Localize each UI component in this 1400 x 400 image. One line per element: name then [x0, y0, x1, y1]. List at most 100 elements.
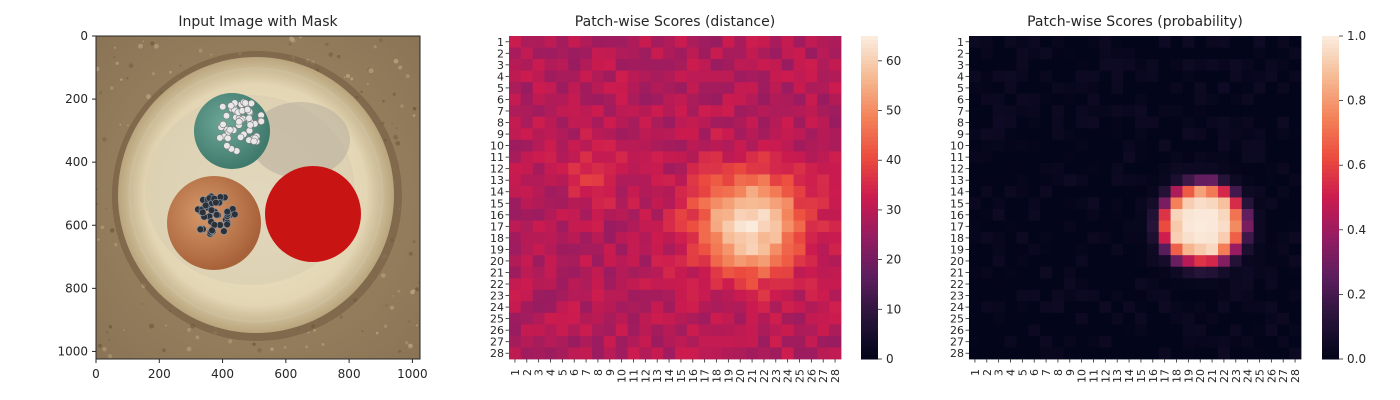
heatmap-cell [1075, 93, 1088, 106]
colorbar-segment [1322, 157, 1339, 162]
heatmap-cell [663, 185, 676, 198]
colorbar-segment [1322, 306, 1339, 312]
heatmap-cell [817, 70, 830, 83]
heatmap-cell [1265, 36, 1278, 48]
heatmap-cell [615, 36, 628, 48]
colorbar-segment [1322, 36, 1339, 41]
heatmap-cell [1146, 312, 1160, 325]
heatmap-cell [829, 36, 842, 48]
colorbar-segment [1322, 237, 1339, 243]
photo-speckle [283, 346, 287, 349]
heatmap-cell [1229, 243, 1243, 256]
heatmap-cell [1087, 335, 1100, 348]
heatmap-cell [1253, 312, 1266, 325]
heatmap-cell [829, 289, 842, 302]
heatmap-cell [1063, 162, 1077, 175]
heatmap-cell [1265, 335, 1278, 348]
heatmap-y-tick-label: 11 [490, 151, 504, 164]
heatmap-cell [1289, 312, 1302, 325]
heatmap-cell [758, 93, 771, 106]
heatmap-cell [734, 116, 747, 129]
heatmap-cell [992, 243, 1005, 256]
heatmap-cell [698, 255, 711, 268]
heatmap-cell [568, 255, 581, 268]
heatmap-cell [556, 347, 569, 360]
colorbar-segment [1322, 233, 1339, 239]
heatmap-y-tick-label: 16 [950, 209, 964, 222]
colorbar-segment [861, 149, 878, 154]
heatmap-cell [1075, 197, 1088, 210]
heatmap-cell [1146, 128, 1160, 141]
heatmap-x-tick-label: 8 [592, 369, 605, 376]
heatmap-cell [1028, 162, 1041, 175]
heatmap-cell [520, 278, 534, 291]
heatmap-cell [603, 174, 617, 187]
heatmap-cell [969, 209, 982, 221]
heatmap-cell [758, 347, 771, 360]
heatmap-cell [627, 47, 640, 60]
photo-speckle [392, 295, 395, 297]
heatmap-cell [1146, 220, 1160, 233]
heatmap-cell [603, 36, 617, 48]
heatmap-cell [1075, 209, 1088, 221]
heatmap-cell [1289, 151, 1302, 164]
heatmap-cell [1111, 324, 1124, 337]
heatmap-cell [969, 185, 982, 198]
heatmap-cell [675, 128, 688, 141]
heatmap-cell [969, 312, 982, 325]
heatmap-cell [651, 82, 664, 95]
heatmap-cell [663, 243, 676, 256]
heatmap-cell [1206, 197, 1219, 210]
heatmap-cell [1099, 335, 1112, 348]
heatmap-cell [568, 82, 581, 95]
heatmap-y-tick-label: 21 [490, 266, 504, 279]
heatmap-cell [592, 82, 605, 95]
heatmap-cell [805, 59, 818, 72]
heatmap-cell [1016, 255, 1029, 268]
heatmap-cell [651, 266, 664, 279]
heatmap-cell [580, 289, 593, 302]
heatmap-cell [710, 312, 723, 325]
heatmap-cell [1241, 232, 1254, 245]
heatmap-cell [686, 185, 700, 198]
heatmap-cell [686, 93, 700, 106]
heatmap-cell [969, 220, 982, 233]
heatmap-cell [651, 255, 664, 268]
heatmap-cell [1170, 197, 1183, 210]
heatmap-cell [568, 220, 581, 233]
heatmap-cell [1040, 36, 1053, 48]
heatmap-cell [1182, 289, 1195, 302]
colorbar-segment [861, 302, 878, 308]
silver-strand [250, 137, 258, 145]
heatmap-cell [1265, 232, 1278, 245]
heatmap-cell [1277, 324, 1290, 337]
colorbar-segment [861, 132, 878, 138]
heatmap-cell [520, 289, 534, 302]
heatmap-cell [1289, 70, 1302, 83]
colorbar-segment [861, 104, 878, 110]
heatmap-cell [603, 185, 617, 198]
heatmap-cell [556, 232, 569, 245]
heatmap-cell [627, 185, 640, 198]
heatmap-cell [615, 151, 628, 164]
colorbar-segment [1322, 116, 1339, 122]
heatmap-cell [544, 220, 557, 233]
heatmap-cell [686, 70, 700, 83]
heatmap-cell [532, 324, 545, 337]
heatmap-cell [615, 174, 628, 187]
heatmap-cell [758, 278, 771, 291]
heatmap-cell [1253, 139, 1266, 152]
heatmap-cell [1004, 93, 1017, 106]
heatmap-cell [1170, 151, 1183, 164]
heatmap-cell [1075, 128, 1088, 141]
heatmap-cell [1170, 70, 1183, 83]
probability-heatmap-panel: Patch-wise Scores (probability) 12345678… [950, 14, 1366, 383]
heatmap-cell [1040, 128, 1053, 141]
heatmap-cell [817, 324, 830, 337]
heatmap-cell [1277, 174, 1290, 187]
heatmap-cell [663, 162, 676, 175]
heatmap-cell [1265, 324, 1278, 337]
heatmap-cell [793, 162, 806, 175]
photo-speckle [325, 42, 329, 47]
heatmap-cell [1158, 324, 1171, 337]
